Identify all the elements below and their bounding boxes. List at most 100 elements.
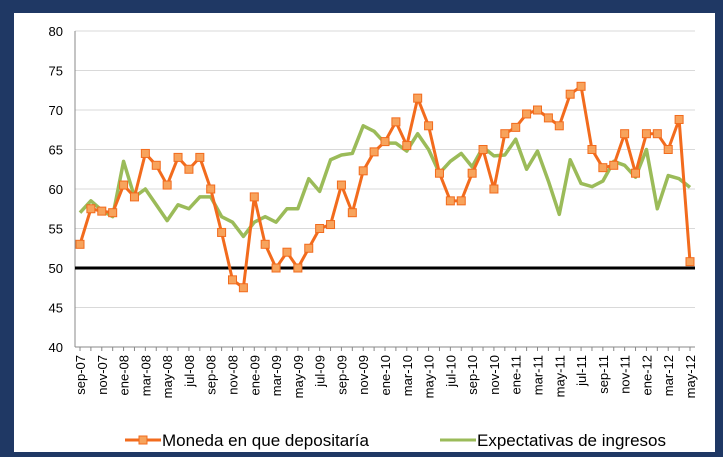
marker [434, 168, 444, 178]
marker [358, 166, 368, 176]
marker [119, 180, 129, 190]
x-tick-label: may-11 [552, 355, 567, 397]
x-tick-label: may-09 [291, 355, 306, 398]
marker [554, 121, 564, 131]
marker [522, 109, 532, 119]
x-tick-label: ene-11 [509, 355, 524, 395]
marker [685, 257, 695, 267]
marker [663, 145, 673, 154]
marker [620, 129, 630, 139]
x-tick-label: nov-10 [487, 355, 502, 395]
marker [304, 243, 314, 253]
x-tick-label: mar-10 [400, 355, 415, 396]
marker [641, 129, 651, 139]
marker [162, 180, 172, 190]
y-tick-label: 40 [49, 340, 63, 355]
x-tick-label: nov-07 [95, 355, 110, 395]
y-tick-label: 80 [49, 24, 63, 39]
marker [129, 192, 139, 202]
marker [151, 160, 161, 170]
marker [587, 145, 597, 154]
marker [576, 81, 586, 91]
marker [75, 239, 85, 249]
marker [369, 147, 379, 157]
x-tick-label: mar-09 [269, 355, 284, 396]
marker [511, 122, 521, 132]
marker [195, 152, 205, 162]
marker [424, 121, 434, 131]
marker [260, 239, 270, 249]
x-tick-label: jul-10 [443, 355, 458, 388]
marker [336, 180, 346, 190]
marker [326, 220, 336, 230]
marker [565, 89, 575, 99]
x-tick-label: ene-08 [117, 355, 132, 395]
marker [108, 208, 118, 218]
marker [380, 137, 390, 147]
x-tick-label: sep-09 [334, 355, 349, 395]
x-tick-label: ene-12 [639, 355, 654, 395]
marker [467, 168, 477, 178]
x-tick-label: sep-08 [204, 355, 219, 395]
chart-area [14, 13, 715, 452]
marker [456, 196, 466, 206]
marker [140, 148, 150, 158]
marker [271, 263, 281, 273]
marker [609, 160, 619, 170]
x-tick-label: jul-08 [182, 355, 197, 388]
x-tick-label: ene-10 [378, 355, 393, 395]
y-tick-label: 75 [49, 64, 63, 79]
y-tick-label: 50 [49, 261, 63, 276]
x-tick-label: may-08 [160, 355, 175, 398]
marker [489, 184, 499, 194]
marker [206, 184, 216, 194]
x-tick-label: may-10 [422, 355, 437, 398]
y-tick-label: 55 [49, 222, 63, 237]
legend-label: Expectativas de ingresos [477, 431, 666, 450]
marker [598, 163, 608, 173]
marker [500, 129, 510, 139]
marker [173, 152, 183, 162]
y-tick-label: 60 [49, 182, 63, 197]
marker [631, 168, 641, 178]
x-tick-label: nov-08 [226, 355, 241, 395]
marker [391, 117, 401, 127]
marker [413, 93, 423, 103]
marker [97, 206, 107, 216]
marker [282, 247, 292, 257]
x-tick-label: sep-07 [73, 355, 88, 395]
x-tick-label: nov-11 [618, 355, 633, 394]
marker [652, 129, 662, 139]
marker [674, 114, 684, 124]
marker [402, 141, 412, 151]
marker [293, 263, 303, 273]
y-tick-label: 65 [49, 143, 63, 158]
marker [228, 275, 237, 285]
x-tick-label: sep-11 [596, 355, 611, 394]
marker [249, 192, 259, 202]
x-tick-label: may-12 [683, 355, 698, 398]
marker [543, 113, 553, 123]
marker [347, 208, 357, 218]
x-tick-label: mar-12 [661, 355, 676, 396]
marker [445, 196, 455, 206]
y-tick-label: 45 [49, 301, 63, 316]
marker [315, 224, 325, 233]
legend-marker [138, 435, 148, 445]
marker [184, 164, 194, 174]
x-tick-label: mar-08 [138, 355, 153, 396]
x-tick-label: jul-09 [313, 355, 328, 388]
marker [478, 145, 488, 154]
x-tick-label: mar-11 [531, 355, 546, 395]
x-tick-label: nov-09 [356, 355, 371, 395]
marker [533, 105, 542, 115]
legend-label: Moneda en que depositaría [162, 431, 370, 450]
x-tick-label: ene-09 [247, 355, 262, 395]
marker [238, 283, 248, 293]
y-tick-label: 70 [49, 103, 63, 118]
x-tick-label: jul-11 [574, 355, 589, 387]
x-tick-label: sep-10 [465, 355, 480, 395]
marker [217, 227, 227, 237]
marker [86, 204, 96, 214]
